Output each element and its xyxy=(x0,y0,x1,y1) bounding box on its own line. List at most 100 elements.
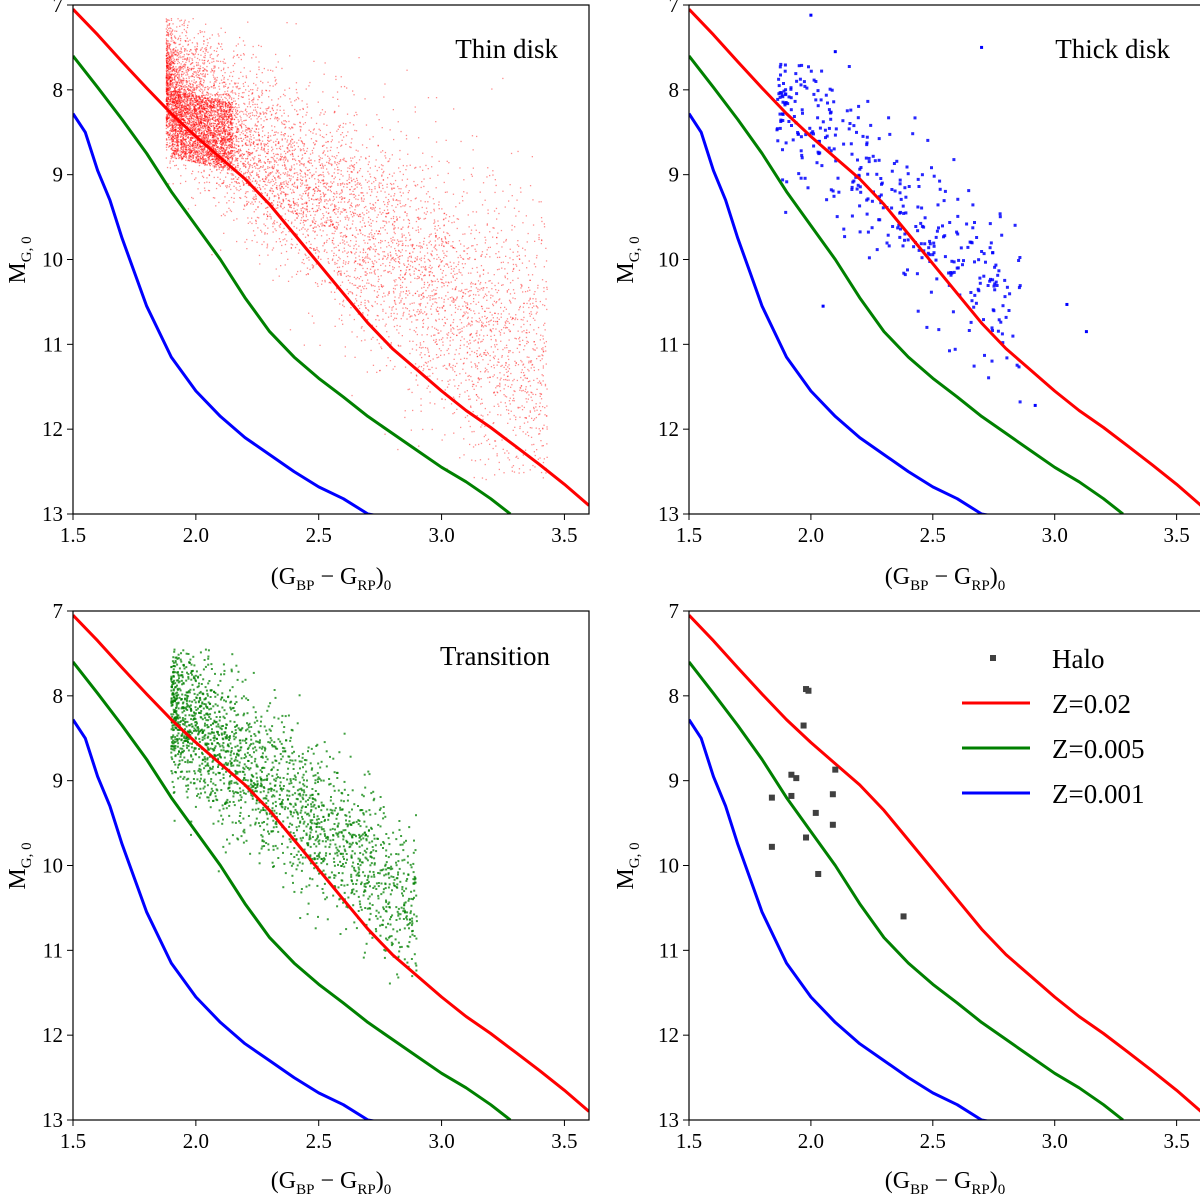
star-point xyxy=(194,113,197,115)
star-point xyxy=(183,111,186,113)
star-point xyxy=(261,91,263,93)
star-point xyxy=(173,53,175,55)
star-point xyxy=(195,152,197,154)
star-point xyxy=(384,269,386,272)
star-point xyxy=(497,385,499,387)
star-point xyxy=(189,145,191,147)
star-point xyxy=(166,34,168,36)
star-point xyxy=(269,172,272,174)
star-point xyxy=(358,255,360,257)
star-point xyxy=(316,190,319,192)
star-point xyxy=(499,382,501,384)
star-point xyxy=(192,100,194,102)
star-point xyxy=(232,118,234,120)
star-point xyxy=(179,51,181,53)
star-point xyxy=(209,123,211,125)
star-point xyxy=(167,78,170,80)
star-point xyxy=(196,64,198,67)
star-point xyxy=(265,144,268,146)
star-point xyxy=(183,21,186,23)
star-point xyxy=(377,233,379,235)
star-point xyxy=(201,158,203,160)
star-point xyxy=(192,84,194,86)
star-point xyxy=(419,344,422,346)
star-point xyxy=(483,287,485,289)
star-point xyxy=(174,54,176,56)
star-point xyxy=(302,233,304,235)
star-point xyxy=(186,88,189,90)
star-point xyxy=(218,105,221,107)
star-point xyxy=(227,126,229,128)
star-point xyxy=(222,111,225,113)
star-point xyxy=(173,129,176,131)
star-point xyxy=(228,127,230,129)
star-point xyxy=(300,149,303,151)
star-point xyxy=(425,314,427,316)
star-point xyxy=(213,162,215,165)
star-point xyxy=(168,121,170,123)
star-point xyxy=(343,136,345,138)
star-point xyxy=(203,125,205,127)
star-point xyxy=(295,82,298,84)
star-point xyxy=(196,140,198,142)
star-point xyxy=(216,101,218,103)
star-point xyxy=(507,385,509,388)
star-point xyxy=(189,152,191,154)
star-point xyxy=(484,324,486,327)
star-point xyxy=(277,141,280,143)
star-point xyxy=(369,173,371,175)
star-point xyxy=(210,101,213,103)
star-point xyxy=(290,243,292,245)
star-point xyxy=(453,267,455,270)
star-point xyxy=(294,210,296,212)
star-point xyxy=(232,70,235,73)
star-point xyxy=(347,201,349,204)
star-point xyxy=(399,262,401,264)
star-point xyxy=(488,280,490,282)
star-point xyxy=(529,324,531,326)
star-point xyxy=(228,129,230,131)
star-point xyxy=(357,233,359,235)
star-point xyxy=(326,147,328,149)
star-point xyxy=(526,302,528,305)
star-point xyxy=(316,210,318,213)
star-point xyxy=(207,148,209,150)
star-point xyxy=(422,318,425,321)
star-point xyxy=(255,197,257,199)
star-point xyxy=(334,208,336,211)
star-point xyxy=(194,137,196,139)
star-point xyxy=(175,96,177,98)
star-point xyxy=(500,401,502,403)
star-point xyxy=(167,131,169,133)
star-point xyxy=(481,324,483,326)
star-point xyxy=(227,105,229,107)
star-point xyxy=(258,160,260,162)
star-point xyxy=(196,116,198,118)
star-point xyxy=(201,162,203,165)
star-point xyxy=(198,164,201,167)
star-point xyxy=(474,283,476,285)
star-point xyxy=(176,137,178,139)
star-point xyxy=(203,131,205,133)
star-point xyxy=(181,146,184,148)
star-point xyxy=(478,347,480,349)
star-point xyxy=(170,74,172,76)
star-point xyxy=(228,147,230,150)
star-point xyxy=(180,104,182,107)
star-point xyxy=(377,253,379,255)
star-point xyxy=(441,398,443,400)
star-point xyxy=(192,117,194,119)
star-point xyxy=(168,66,170,69)
star-point xyxy=(177,103,179,105)
star-point xyxy=(277,153,279,156)
star-point xyxy=(512,259,514,261)
star-point xyxy=(235,151,237,153)
star-point xyxy=(165,77,168,79)
star-point xyxy=(497,289,500,292)
star-point xyxy=(370,247,372,249)
star-point xyxy=(209,151,211,153)
star-point xyxy=(217,137,219,139)
star-point xyxy=(543,290,545,293)
star-point xyxy=(486,176,488,178)
star-point xyxy=(234,147,236,149)
